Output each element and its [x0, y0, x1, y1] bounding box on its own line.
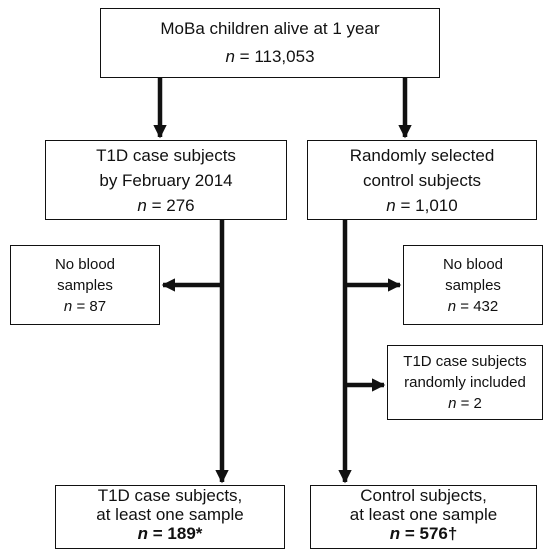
equals-sign: =: [152, 524, 163, 543]
flow-box: MoBa children alive at 1 year n = 113,053: [100, 8, 440, 78]
count-row: n = 2: [448, 393, 482, 414]
box-label: MoBa children alive at 1 year: [160, 19, 380, 38]
count-row: n = 1,010: [386, 193, 457, 218]
count: 87: [89, 297, 107, 315]
n-symbol: n: [389, 524, 401, 543]
box-label: T1D case subjects: [96, 145, 236, 165]
equals-sign: =: [460, 395, 470, 412]
count: 1,010: [415, 195, 458, 215]
count: 576†: [419, 524, 458, 543]
flow-box: Randomly selected control subjects n = 1,0…: [307, 140, 537, 220]
box-label: Control subjects,: [360, 486, 487, 505]
count: 189*: [167, 524, 203, 543]
n-symbol: n: [137, 524, 148, 543]
box-label: samples: [445, 276, 501, 294]
count: 432: [473, 297, 499, 315]
box-label: by February 2014: [99, 170, 233, 190]
flow-box: Control subjects, at least one sample n = …: [310, 485, 537, 549]
count: 276: [166, 195, 195, 215]
box-label: at least one sample: [96, 505, 244, 524]
flow-box: T1D case subjects, at least one sample n =…: [55, 485, 285, 549]
equals-sign: =: [404, 524, 415, 543]
box-label: samples: [57, 276, 113, 294]
flow-box: No blood samples n = 432: [403, 245, 543, 325]
equals-sign: =: [239, 47, 250, 66]
box-label: No blood: [442, 255, 504, 273]
equals-sign: =: [400, 195, 411, 215]
count-row: n = 276: [137, 193, 194, 218]
n-symbol: n: [225, 47, 235, 66]
box-label: Randomly selected: [349, 145, 495, 165]
equals-sign: =: [151, 195, 162, 215]
count-row: n = 87: [64, 296, 106, 317]
box-label: randomly included: [404, 374, 526, 391]
flow-box: T1D case subjects randomly included n = 2: [387, 345, 543, 420]
n-symbol: n: [448, 395, 457, 412]
flow-box: No blood samples n = 87: [10, 245, 160, 325]
flow-box: T1D case subjects by February 2014 n = 276: [45, 140, 287, 220]
count-row: n = 576†: [390, 524, 458, 543]
n-symbol: n: [137, 195, 147, 215]
box-label: at least one sample: [349, 505, 498, 524]
equals-sign: =: [76, 297, 86, 315]
count-row: n = 113,053: [225, 43, 314, 71]
count-row: n = 189*: [138, 524, 203, 543]
count: 2: [473, 395, 482, 412]
n-symbol: n: [386, 195, 396, 215]
box-label: T1D case subjects,: [97, 486, 243, 505]
count-row: n = 432: [448, 296, 498, 317]
count: 113,053: [254, 47, 315, 66]
box-label: T1D case subjects: [403, 353, 527, 370]
n-symbol: n: [63, 297, 73, 315]
equals-sign: =: [460, 297, 470, 315]
box-label: control subjects: [362, 170, 482, 190]
box-label: No blood: [54, 255, 116, 273]
n-symbol: n: [447, 297, 457, 315]
